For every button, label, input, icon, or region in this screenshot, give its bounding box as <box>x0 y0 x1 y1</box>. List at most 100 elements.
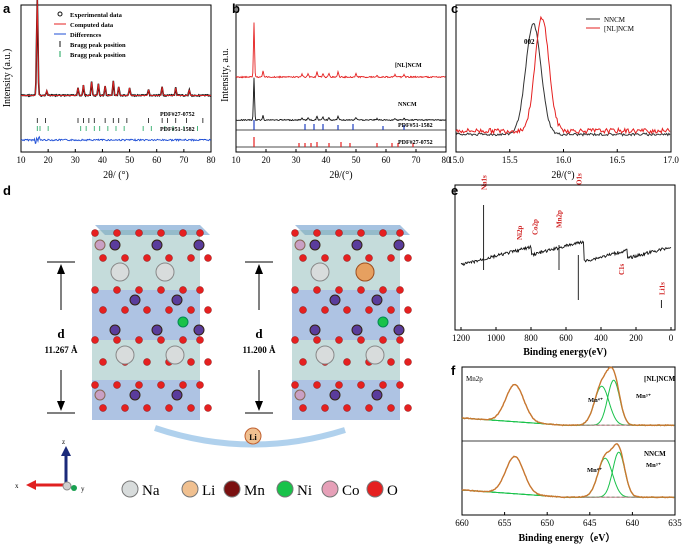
panel-a-pdf2: PDF#51-1582 <box>160 127 195 133</box>
oxygen-atom <box>196 381 204 389</box>
e-x-tick-label: 1200 <box>452 333 471 343</box>
oxygen-atom <box>143 404 151 412</box>
li-ion-icon <box>244 427 262 445</box>
legend-marker-exp <box>57 11 63 17</box>
legend-label-na: Na <box>142 483 160 499</box>
label-pdf51: PDF#51-1582 <box>398 123 433 129</box>
panel-c-letter: c <box>451 1 458 16</box>
panel-b-xticks: 10 20 30 40 50 60 70 80 <box>232 149 452 165</box>
oxygen-atom <box>99 254 107 262</box>
oxygen-atom <box>113 229 121 237</box>
oxygen-atom <box>113 336 121 344</box>
label-pdf27: PDF#27-0752 <box>398 140 433 146</box>
atoms-right <box>291 229 412 412</box>
oxygen-atom <box>365 254 373 262</box>
f-x-tick-label: 660 <box>455 518 469 528</box>
atoms-left <box>91 229 212 412</box>
panel-b: b Intensity, a.u. 2θ/(°) 10 20 30 40 50 60 70 8… <box>220 1 451 181</box>
oxygen-atom <box>179 336 187 344</box>
f-top-label: [NL]NCM <box>644 375 675 383</box>
b-x-tick-label: 60 <box>382 155 392 165</box>
oxygen-atom <box>321 254 329 262</box>
bragg-ticks <box>36 118 204 131</box>
co-atom <box>294 239 306 251</box>
panel-a-xlabel: 2θ/ (°) <box>103 170 129 181</box>
panel-e-frame <box>454 184 676 331</box>
oxygen-atom <box>187 254 195 262</box>
mn-atom <box>309 239 321 251</box>
label-nncm: NNCM <box>398 102 417 108</box>
mn-atom <box>371 294 383 306</box>
oxygen-atom <box>179 381 187 389</box>
f-bot-data <box>461 443 675 499</box>
oxygen-atom <box>204 306 212 314</box>
f-x-tick-label: 650 <box>540 518 554 528</box>
panel-f-xticks: 660 655 650 645 640 635 <box>455 512 682 528</box>
mn-atom <box>393 324 405 336</box>
a-x-tick-label: 60 <box>152 155 162 165</box>
oxygen-atom <box>165 404 173 412</box>
oxygen-atom <box>335 336 343 344</box>
oxygen-atom <box>357 336 365 344</box>
e-x-tick-label: 200 <box>629 333 643 343</box>
oxygen-atom <box>196 229 204 237</box>
label-nlncm: [NL]NCM <box>395 63 422 69</box>
na-atom <box>310 262 330 282</box>
ni-atom <box>377 316 389 328</box>
b-x-tick-label: 10 <box>232 155 242 165</box>
oxygen-atom <box>387 306 395 314</box>
c-x-tick-label: 16.0 <box>556 155 572 165</box>
axes-triad: z x y <box>15 438 85 493</box>
panel-e: e Binding energy(eV) 1200 1000 800 600 400 20… <box>451 173 676 358</box>
a-x-tick-label: 30 <box>71 155 81 165</box>
ni-atom <box>177 316 189 328</box>
a-x-tick-label: 80 <box>207 155 217 165</box>
oxygen-atom <box>143 358 151 366</box>
e-x-tick-label: 600 <box>559 333 573 343</box>
oxygen-atom <box>196 286 204 294</box>
b-x-tick-label: 20 <box>262 155 272 165</box>
panel-a-legend: Experimental data Computed data Differen… <box>54 11 126 59</box>
oxygen-atom <box>396 381 404 389</box>
series-difference <box>20 135 211 145</box>
mn-atom <box>193 239 205 251</box>
crystal-nlncm <box>291 225 412 420</box>
d2-value: 11.200 Å <box>242 345 276 355</box>
oxygen-atom <box>135 229 143 237</box>
f-bot-sat-fit <box>461 456 675 498</box>
xps-peak-mn2p: Mn2p <box>556 210 564 228</box>
origin <box>62 481 72 491</box>
na-atom <box>315 345 335 365</box>
mn-atom <box>109 239 121 251</box>
panel-c-xlabel: 2θ/(°) <box>551 170 574 181</box>
series-computed <box>21 0 211 96</box>
oxygen-atom <box>121 306 129 314</box>
oxygen-atom <box>165 254 173 262</box>
peak-002: 002 <box>524 38 535 46</box>
oxygen-atom <box>357 286 365 294</box>
panel-f-letter: f <box>451 363 456 378</box>
b-x-tick-label: 80 <box>442 155 452 165</box>
panel-b-xlabel: 2θ/(°) <box>329 170 352 181</box>
f-top-spectra <box>461 366 675 427</box>
slab-2 <box>92 290 200 340</box>
panel-d-letter: d <box>3 183 11 198</box>
f-bot-mn3: Mn³⁺ <box>646 462 661 469</box>
oxygen-atom <box>404 306 412 314</box>
e-x-tick-label: 0 <box>669 333 674 343</box>
e-x-tick-label: 800 <box>524 333 538 343</box>
oxygen-atom <box>313 286 321 294</box>
oxygen-atom <box>396 229 404 237</box>
mn-atom <box>329 389 341 401</box>
d2-label: d <box>255 326 263 341</box>
d2-arrow-up <box>255 264 263 274</box>
c-x-tick-label: 17.0 <box>663 155 679 165</box>
oxygen-atom <box>313 381 321 389</box>
oxygen-atom <box>157 286 165 294</box>
oxygen-atom <box>387 404 395 412</box>
f-top-background <box>461 417 675 426</box>
oxygen-atom <box>99 358 107 366</box>
mn-atom <box>351 324 363 336</box>
x-arrow <box>26 480 36 490</box>
series-nlncm <box>235 22 446 79</box>
